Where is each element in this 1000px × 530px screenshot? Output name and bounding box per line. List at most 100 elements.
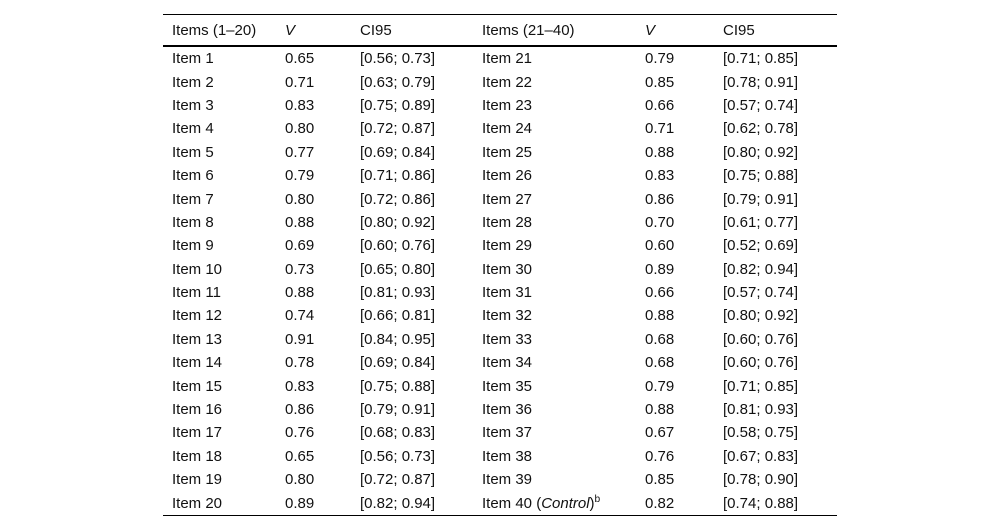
item-label-cell: Item 7 <box>172 190 214 208</box>
v-value-cell: 0.88 <box>645 401 675 419</box>
ci95-cell: [0.52; 0.69] <box>723 237 799 255</box>
item-label-cell: Item 11 <box>172 284 221 302</box>
v-value-cell: 0.88 <box>285 284 315 302</box>
ci95-cell: [0.56; 0.73] <box>360 50 436 68</box>
v-value-cell: 0.71 <box>285 73 315 91</box>
item-label-cell: Item 24 <box>482 120 533 138</box>
v-value-cell: 0.74 <box>285 307 315 325</box>
item-label-cell: Item 1 <box>172 50 214 68</box>
table-body: Item 1 0.65 [0.56; 0.73] Item 21 0.79 [0.71; … <box>163 47 837 515</box>
item-label-cell: Item 34 <box>482 354 533 372</box>
item-label-cell: Item 14 <box>172 354 223 372</box>
item-label-cell: Item 9 <box>172 237 214 255</box>
ci95-cell: [0.79; 0.91] <box>723 190 799 208</box>
column-header-v-left: V <box>285 21 296 39</box>
v-value-cell: 0.68 <box>645 354 675 372</box>
ci95-cell: [0.72; 0.87] <box>360 120 436 138</box>
v-value-cell: 0.76 <box>285 424 315 442</box>
item-label-cell: Item 27 <box>482 190 533 208</box>
ci95-cell: [0.61; 0.77] <box>723 213 799 231</box>
ci95-cell: [0.78; 0.91] <box>723 73 799 91</box>
v-value-cell: 0.89 <box>645 260 675 278</box>
table-row: Item 7 0.80 [0.72; 0.86] Item 27 0.86 [0.79; … <box>163 187 837 210</box>
v-value-cell: 0.79 <box>645 377 675 395</box>
item-label-cell: Item 19 <box>172 471 223 489</box>
v-value-cell: 0.85 <box>645 73 675 91</box>
v-value-cell: 0.83 <box>285 96 315 114</box>
item-label-cell: Item 31 <box>482 284 533 302</box>
item-label-cell: Item 38 <box>482 447 533 465</box>
column-header-ci95-left: CI95 <box>360 21 392 39</box>
ci95-cell: [0.66; 0.81] <box>360 307 436 325</box>
item-label-cell: Item 20 <box>172 494 223 512</box>
table-row: Item 8 0.88 [0.80; 0.92] Item 28 0.70 [0.61; … <box>163 211 837 234</box>
v-value-cell: 0.88 <box>645 307 675 325</box>
v-value-cell: 0.69 <box>285 237 315 255</box>
v-value-cell: 0.88 <box>285 213 315 231</box>
table-row: Item 19 0.80 [0.72; 0.87] Item 39 0.85 [0.78;… <box>163 468 837 491</box>
v-value-cell: 0.83 <box>645 167 675 185</box>
ci95-cell: [0.80; 0.92] <box>723 307 799 325</box>
control-item-italic-label: Control <box>541 494 590 512</box>
table-row: Item 16 0.86 [0.79; 0.91] Item 36 0.88 [0.81;… <box>163 398 837 421</box>
table-row: Item 1 0.65 [0.56; 0.73] Item 21 0.79 [0.71; … <box>163 47 837 70</box>
v-value-cell: 0.85 <box>645 471 675 489</box>
item-label-cell: Item 2 <box>172 73 214 91</box>
ci95-cell: [0.80; 0.92] <box>723 143 799 161</box>
table-row: Item 17 0.76 [0.68; 0.83] Item 37 0.67 [0.58;… <box>163 421 837 444</box>
item-label-cell: Item 36 <box>482 401 533 419</box>
item-label-cell: Item 5 <box>172 143 214 161</box>
table-row: Item 13 0.91 [0.84; 0.95] Item 33 0.68 [0.60;… <box>163 328 837 351</box>
column-header-ci95-right: CI95 <box>723 21 755 39</box>
ci95-cell: [0.60; 0.76] <box>360 237 436 255</box>
footnote-marker: b <box>594 493 601 505</box>
table-row: Item 18 0.65 [0.56; 0.73] Item 38 0.76 [0.67;… <box>163 445 837 468</box>
ci95-cell: [0.68; 0.83] <box>360 424 436 442</box>
v-value-cell: 0.73 <box>285 260 315 278</box>
table-row: Item 3 0.83 [0.75; 0.89] Item 23 0.66 [0.57; … <box>163 94 837 117</box>
v-value-cell: 0.71 <box>645 120 675 138</box>
item-label-cell: Item 37 <box>482 424 533 442</box>
table-row: Item 20 0.89 [0.82; 0.94] Item 40 (Control)… <box>163 491 837 514</box>
ci95-cell: [0.81; 0.93] <box>723 401 799 419</box>
v-value-cell: 0.86 <box>285 401 315 419</box>
v-value-cell: 0.80 <box>285 120 315 138</box>
item-label-cell: Item 32 <box>482 307 533 325</box>
v-value-cell: 0.65 <box>285 447 315 465</box>
table-header-row: Items (1–20) V CI95 Items (21–40) V CI95 <box>163 15 837 47</box>
item-label-cell: Item 17 <box>172 424 223 442</box>
ci95-cell: [0.57; 0.74] <box>723 96 799 114</box>
item-label-cell: Item 22 <box>482 73 533 91</box>
item-label-cell: Item 16 <box>172 401 223 419</box>
ci95-cell: [0.79; 0.91] <box>360 401 436 419</box>
v-value-cell: 0.89 <box>285 494 315 512</box>
table-row: Item 4 0.80 [0.72; 0.87] Item 24 0.71 [0.62; … <box>163 117 837 140</box>
item-label-cell: Item 39 <box>482 471 533 489</box>
item-label-cell: Item 30 <box>482 260 533 278</box>
item-label-cell: Item 3 <box>172 96 214 114</box>
column-header-items-1-20: Items (1–20) <box>172 21 257 39</box>
v-value-cell: 0.83 <box>285 377 315 395</box>
item-label-cell: Item 29 <box>482 237 533 255</box>
table-row: Item 9 0.69 [0.60; 0.76] Item 29 0.60 [0.52; … <box>163 234 837 257</box>
ci95-cell: [0.56; 0.73] <box>360 447 436 465</box>
table-row: Item 15 0.83 [0.75; 0.88] Item 35 0.79 [0.71;… <box>163 374 837 397</box>
v-value-cell: 0.66 <box>645 96 675 114</box>
table-row: Item 12 0.74 [0.66; 0.81] Item 32 0.88 [0.80;… <box>163 304 837 327</box>
ci95-cell: [0.60; 0.76] <box>723 330 799 348</box>
ci95-cell: [0.60; 0.76] <box>723 354 799 372</box>
table-row: Item 10 0.73 [0.65; 0.80] Item 30 0.89 [0.82;… <box>163 258 837 281</box>
ci95-cell: [0.84; 0.95] <box>360 330 436 348</box>
ci95-cell: [0.71; 0.86] <box>360 167 436 185</box>
ci95-cell: [0.57; 0.74] <box>723 284 799 302</box>
ci95-cell: [0.67; 0.83] <box>723 447 799 465</box>
ci95-cell: [0.74; 0.88] <box>723 494 799 512</box>
ci95-cell: [0.63; 0.79] <box>360 73 436 91</box>
v-value-cell: 0.79 <box>285 167 315 185</box>
column-header-v-right: V <box>645 21 656 39</box>
v-value-cell: 0.65 <box>285 50 315 68</box>
ci95-cell: [0.81; 0.93] <box>360 284 436 302</box>
v-value-cell: 0.78 <box>285 354 315 372</box>
v-value-cell: 0.91 <box>285 330 315 348</box>
v-value-cell: 0.82 <box>645 494 675 512</box>
